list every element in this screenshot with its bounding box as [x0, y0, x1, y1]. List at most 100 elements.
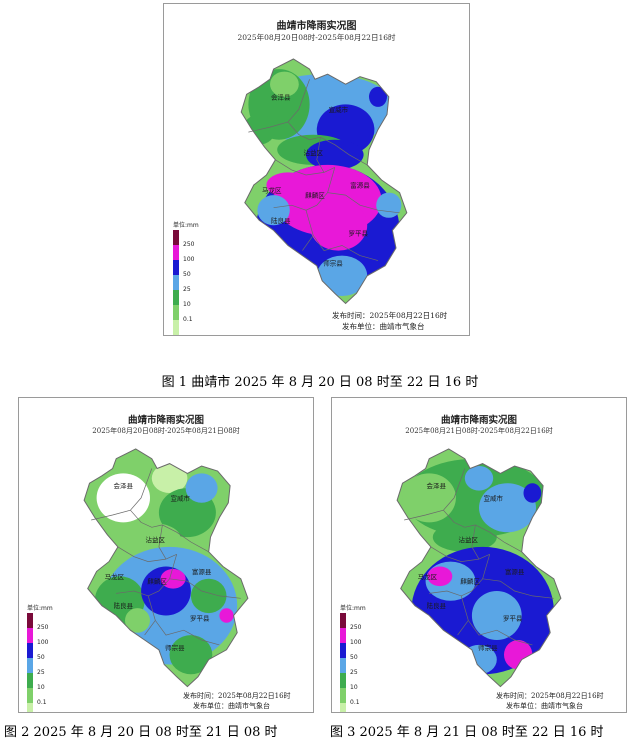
county-boundary	[117, 546, 167, 562]
legend-swatch	[27, 643, 33, 658]
rainfall-zone	[151, 463, 188, 493]
legend-label: 10	[350, 684, 358, 691]
rainfall-zone	[464, 466, 494, 491]
legend-label: 50	[350, 654, 358, 661]
rainfall-zone	[369, 86, 387, 107]
county-boundary	[169, 578, 241, 599]
legend-swatch	[27, 628, 33, 643]
credit-time: 发布时间：2025年08月22日16时	[332, 311, 448, 320]
legend-label: 250	[350, 624, 362, 631]
county-label: 麒麟区	[147, 577, 167, 586]
county-boundary	[327, 192, 400, 214]
map-period: 2025年08月20日08时-2025年08月22日16时	[237, 33, 396, 42]
legend-swatch	[340, 688, 346, 703]
county-boundary	[457, 620, 469, 636]
legend-label: 25	[350, 669, 358, 676]
county-boundary	[144, 620, 156, 636]
county-label: 沾益区	[146, 535, 166, 544]
map-legend: 单位:mm 250 100 50 25 10 0.1	[340, 603, 366, 712]
rainfall-zone	[523, 483, 542, 503]
county-boundary	[320, 136, 368, 166]
county-boundary	[430, 546, 480, 562]
county-boundary	[273, 167, 336, 211]
legend-label: 250	[183, 241, 195, 248]
rainfall-zone	[257, 195, 290, 226]
legend-swatch	[27, 658, 33, 673]
county-boundary	[275, 159, 325, 176]
county-label: 麒麟区	[305, 191, 325, 200]
credit-time: 发布时间：2025年08月22日16时	[496, 692, 604, 700]
rainfall-zone	[471, 591, 522, 640]
legend-label: 10	[37, 684, 45, 691]
county-label: 麒麟区	[460, 577, 480, 586]
legend-swatch	[173, 260, 179, 275]
legend-label: 100	[183, 256, 195, 263]
figure-caption-3: 图 3 2025 年 8 月 21 日 08 时至 22 日 16 时	[330, 725, 604, 740]
map-legend: 单位:mm 250 100 50 25 10 0.1	[27, 603, 53, 712]
county-label: 沾益区	[459, 535, 479, 544]
legend-label: 10	[183, 301, 191, 308]
credit-time: 发布时间：2025年08月22日16时	[183, 692, 291, 700]
legend-swatch	[27, 688, 33, 703]
figure-caption-2: 图 2 2025 年 8 月 20 日 08 时至 21 日 08 时	[4, 725, 278, 740]
legend-unit: 单位:mm	[27, 605, 53, 612]
county-label: 富源县	[192, 567, 212, 576]
credit-unit: 发布单位：曲靖市气象台	[506, 702, 583, 710]
map-title: 曲靖市降雨实况图	[440, 415, 517, 426]
county-boundary	[147, 595, 220, 646]
legend-label: 25	[183, 286, 191, 293]
rainfall-map-panel-3: 会泽县 宣威市 沾益区 马龙区 麒麟区 富源县 陆良县 罗平县 师宗县 曲靖市降雨实况图 202…	[331, 397, 627, 713]
county-boundary	[116, 554, 178, 597]
county-label: 会泽县	[427, 481, 447, 490]
legend-swatch	[27, 703, 33, 712]
rainfall-map-panel-1: 会泽县 宣威市 沾益区 马龙区 麒麟区 富源县 陆良县 罗平县 师宗县 曲靖市降雨实况图 202…	[163, 3, 470, 336]
county-label: 陆良县	[271, 216, 291, 225]
county-label: 马龙区	[105, 572, 125, 581]
county-label: 罗平县	[503, 614, 523, 622]
legend-swatch	[27, 673, 33, 688]
county-boundary	[162, 524, 209, 553]
rainfall-zone	[306, 139, 364, 170]
legend-swatch	[340, 703, 346, 712]
rainfall-zone	[376, 192, 402, 218]
credit-unit: 发布单位：曲靖市气象台	[193, 702, 270, 710]
legend-label: 50	[37, 654, 45, 661]
legend-swatch	[173, 305, 179, 320]
city-boundary	[396, 448, 562, 688]
county-label: 师宗县	[165, 643, 185, 652]
county-boundary	[429, 554, 491, 597]
rainfall-zones	[84, 453, 238, 675]
county-boundary	[460, 595, 533, 646]
county-label: 会泽县	[271, 92, 291, 101]
legend-label: 250	[37, 624, 49, 631]
county-label: 宣威市	[329, 105, 349, 114]
county-boundary	[130, 509, 163, 528]
county-label: 沾益区	[303, 148, 323, 157]
map-legend: 单位:mm 250 100 50 25 10 0.1	[173, 220, 199, 335]
county-label: 会泽县	[114, 481, 134, 490]
map-title: 曲靖市降雨实况图	[276, 21, 357, 32]
legend-label: 50	[183, 271, 191, 278]
legend-swatch	[340, 658, 346, 673]
legend-swatch	[173, 245, 179, 260]
county-label: 师宗县	[478, 643, 498, 652]
legend-unit: 单位:mm	[173, 222, 199, 229]
legend-swatch	[173, 320, 179, 335]
county-label: 马龙区	[262, 186, 282, 195]
rainfall-zones	[243, 69, 402, 296]
legend-label: 0.1	[183, 316, 193, 323]
map-period: 2025年08月20日08时-2025年08月21日08时	[92, 427, 240, 435]
map-credit: 发布时间：2025年08月22日16时 发布单位：曲靖市气象台	[496, 691, 604, 711]
county-label: 马龙区	[418, 572, 438, 581]
county-boundary	[316, 137, 335, 173]
legend-swatch	[173, 290, 179, 305]
county-boundary	[305, 210, 379, 261]
legend-swatch	[27, 613, 33, 628]
rainfall-zone	[190, 578, 227, 614]
legend-swatch	[173, 275, 179, 290]
rainfall-map-panel-2: 会泽县 宣威市 沾益区 马龙区 麒麟区 富源县 陆良县 罗平县 师宗县 曲靖市降雨实况图 202…	[18, 397, 314, 713]
rainfall-zone	[266, 172, 310, 198]
rainfall-zone	[432, 522, 497, 552]
